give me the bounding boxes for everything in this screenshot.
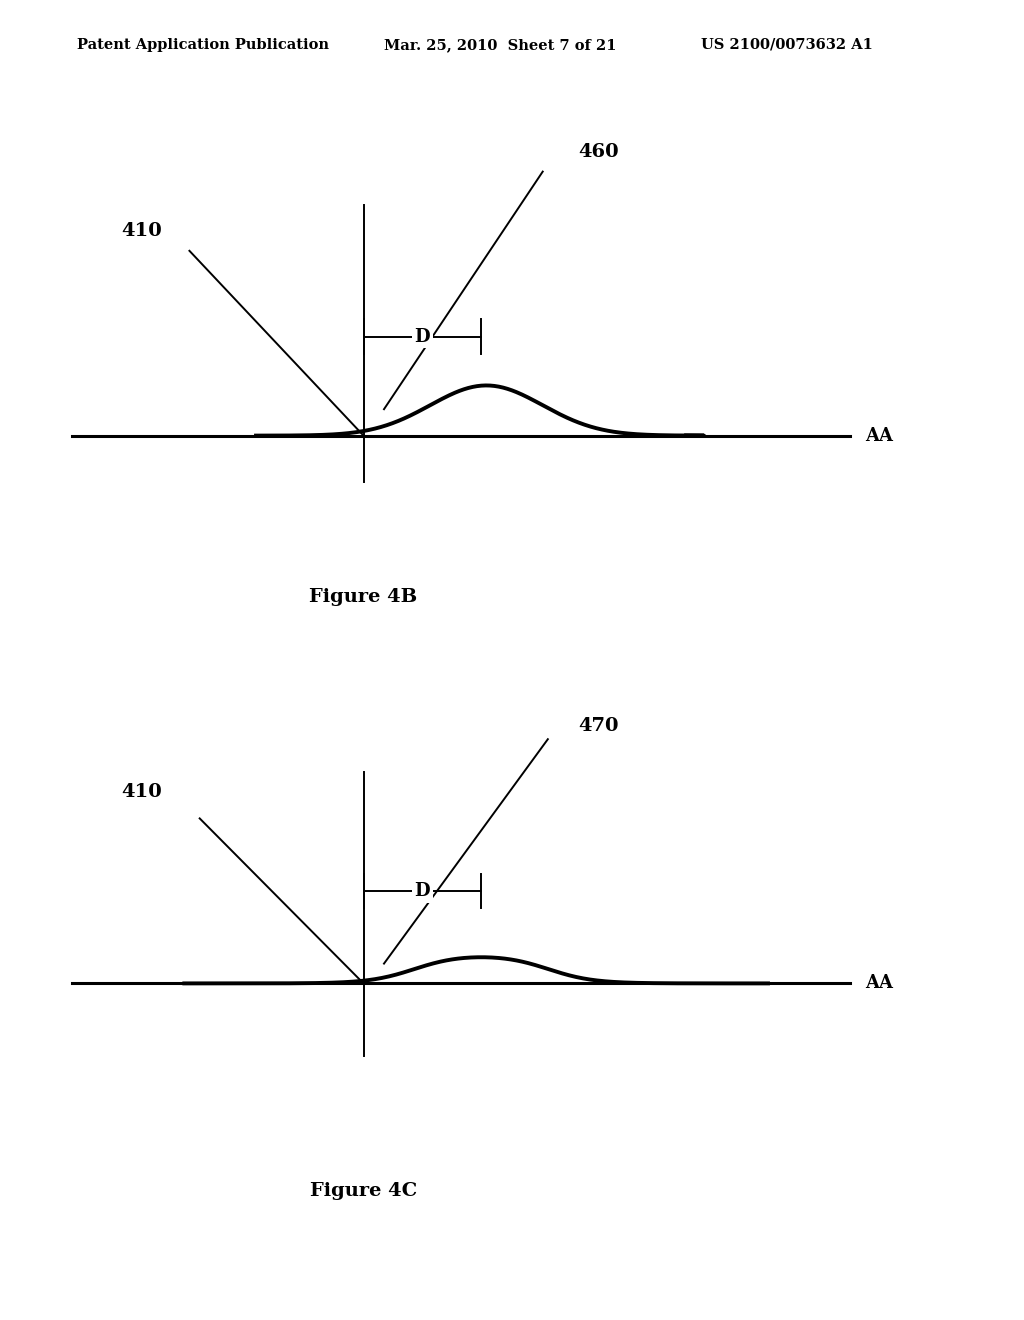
Text: D: D [415, 882, 430, 900]
Text: Patent Application Publication: Patent Application Publication [77, 38, 329, 51]
Text: US 2100/0073632 A1: US 2100/0073632 A1 [701, 38, 873, 51]
Text: D: D [415, 327, 430, 346]
Text: 410: 410 [121, 222, 162, 240]
Text: 470: 470 [579, 717, 620, 735]
Text: Figure 4B: Figure 4B [309, 587, 418, 606]
Text: Mar. 25, 2010  Sheet 7 of 21: Mar. 25, 2010 Sheet 7 of 21 [384, 38, 616, 51]
Text: 460: 460 [579, 143, 620, 161]
Text: AA: AA [865, 974, 893, 993]
Text: AA: AA [865, 426, 893, 445]
Text: Figure 4C: Figure 4C [310, 1181, 417, 1200]
Text: 410: 410 [121, 783, 162, 801]
